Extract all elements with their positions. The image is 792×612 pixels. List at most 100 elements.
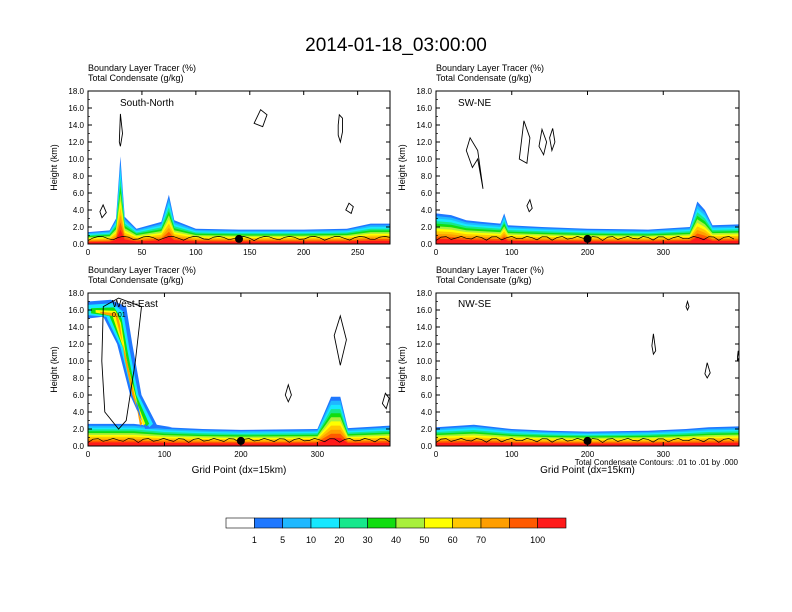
y-tick-label: 12.0 [68, 138, 84, 147]
panel-top-left: Boundary Layer Tracer (%)Total Condensat… [49, 63, 391, 257]
panels: Boundary Layer Tracer (%)Total Condensat… [49, 63, 740, 476]
colorbar: 1 5 10 20 30 40 50 60 70 100 [225, 517, 567, 545]
y-tick-label: 4.0 [421, 206, 433, 215]
condensate-contour [651, 333, 657, 356]
y-tick-label: 10.0 [68, 357, 84, 366]
colorbar-swatch [367, 517, 397, 529]
colorbar-label: 10 [306, 535, 316, 545]
y-tick-label: 2.0 [73, 223, 85, 232]
colorbar-swatch [339, 517, 368, 529]
y-axis-label: Height (km) [397, 346, 407, 393]
contour-note: Total Condensate Contours: .01 to .01 by… [575, 458, 739, 467]
y-tick-label: 14.0 [68, 323, 84, 332]
x-tick-label: 100 [189, 248, 203, 257]
y-tick-label: 4.0 [73, 206, 85, 215]
y-tick-label: 12.0 [416, 138, 432, 147]
condensate-contour [284, 383, 292, 403]
y-tick-label: 16.0 [68, 104, 84, 113]
condensate-contour [99, 203, 107, 219]
y-tick-label: 18.0 [416, 289, 432, 298]
condensate-contour [337, 113, 343, 144]
condensate-contour [685, 299, 690, 312]
y-tick-label: 0.0 [421, 240, 433, 249]
tracer-plume [100, 311, 143, 426]
y-tick-label: 16.0 [416, 104, 432, 113]
y-tick-label: 16.0 [68, 306, 84, 315]
colorbar-label: 5 [280, 535, 285, 545]
condensate-contour [253, 108, 268, 128]
x-tick-label: 300 [311, 450, 325, 459]
x-axis-label: Grid Point (dx=15km) [192, 465, 287, 476]
y-tick-label: 18.0 [68, 289, 84, 298]
figure-title: 2014-01-18_03:00:00 [305, 35, 487, 56]
panel-bottom-left: Boundary Layer Tracer (%)Total Condensat… [49, 265, 391, 476]
colorbar-label: 70 [476, 535, 486, 545]
y-tick-label: 6.0 [73, 391, 85, 400]
panel-bottom-right: Boundary Layer Tracer (%)Total Condensat… [397, 265, 740, 476]
colorbar-swatch [282, 517, 312, 529]
x-tick-label: 0 [434, 450, 439, 459]
y-axis-label: Height (km) [49, 346, 59, 393]
surface-marker [235, 234, 243, 243]
x-tick-label: 100 [158, 450, 172, 459]
surface-marker [583, 436, 592, 445]
x-tick-label: 100 [505, 450, 519, 459]
y-tick-label: 6.0 [73, 189, 85, 198]
y-tick-label: 10.0 [416, 155, 432, 164]
x-tick-label: 200 [297, 248, 311, 257]
condensate-contour [518, 120, 531, 165]
field-label: Boundary Layer Tracer (%) [88, 63, 196, 73]
colorbar-label: 40 [391, 535, 401, 545]
y-tick-label: 10.0 [68, 155, 84, 164]
condensate-contour [381, 392, 390, 410]
x-tick-label: 0 [434, 248, 439, 257]
y-axis-label: Height (km) [49, 144, 59, 191]
y-tick-label: 2.0 [73, 425, 85, 434]
y-tick-label: 8.0 [421, 374, 433, 383]
y-tick-label: 0.0 [73, 442, 85, 451]
colorbar-swatch [452, 517, 482, 529]
colorbar-label: 30 [363, 535, 373, 545]
plot-frame [87, 90, 391, 245]
y-tick-label: 2.0 [421, 425, 433, 434]
x-tick-label: 200 [581, 450, 595, 459]
colorbar-label: 1 [252, 535, 257, 545]
y-tick-label: 6.0 [421, 391, 433, 400]
x-tick-label: 50 [137, 248, 146, 257]
x-tick-label: 300 [657, 450, 671, 459]
y-tick-label: 14.0 [68, 121, 84, 130]
x-tick-label: 200 [581, 248, 595, 257]
x-tick-label: 200 [234, 450, 248, 459]
surface-marker [236, 436, 245, 445]
field-label: Boundary Layer Tracer (%) [436, 265, 544, 275]
colorbar-swatch [254, 517, 283, 529]
y-tick-label: 2.0 [421, 223, 433, 232]
y-tick-label: 14.0 [416, 121, 432, 130]
colorbar-swatch [310, 517, 340, 529]
colorbar-swatch [395, 517, 425, 529]
y-tick-label: 8.0 [421, 172, 433, 181]
y-tick-label: 12.0 [416, 340, 432, 349]
condensate-contour [526, 198, 533, 213]
condensate-contour [101, 297, 142, 430]
colorbar-swatch [225, 517, 255, 529]
contour-label: Total Condensate (g/kg) [436, 275, 532, 285]
cross-section-label: SW-NE [458, 98, 491, 109]
y-tick-label: 14.0 [416, 323, 432, 332]
x-axis-label: Grid Point (dx=15km) [540, 465, 635, 476]
x-tick-label: 100 [505, 248, 519, 257]
field-label: Boundary Layer Tracer (%) [88, 265, 196, 275]
y-tick-label: 0.0 [421, 442, 433, 451]
panel-top-right: Boundary Layer Tracer (%)Total Condensat… [397, 63, 740, 257]
y-tick-label: 4.0 [421, 408, 433, 417]
y-tick-label: 18.0 [68, 87, 84, 96]
condensate-contour [465, 136, 484, 189]
x-tick-label: 0 [86, 248, 91, 257]
condensate-contour [538, 127, 548, 157]
x-tick-label: 300 [657, 248, 671, 257]
condensate-contour [704, 362, 711, 379]
tracer-band [88, 229, 390, 244]
y-tick-label: 8.0 [73, 172, 85, 181]
colorbar-swatch [537, 517, 567, 529]
